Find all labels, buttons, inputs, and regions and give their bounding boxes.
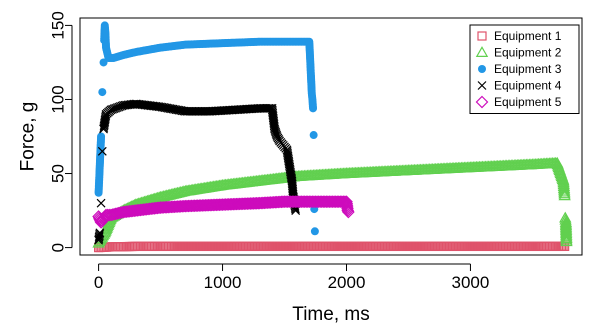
data-point bbox=[95, 228, 105, 238]
data-point bbox=[558, 189, 571, 201]
legend-label: Equipment 4 bbox=[494, 79, 562, 93]
legend-marker bbox=[475, 46, 489, 57]
data-point bbox=[271, 129, 281, 138]
y-axis-label: Force, g bbox=[18, 102, 39, 172]
plot-frame bbox=[79, 17, 583, 256]
data-point bbox=[96, 198, 106, 208]
data-point bbox=[342, 205, 355, 219]
data-points bbox=[92, 21, 573, 253]
data-point bbox=[111, 103, 121, 113]
y-tick-label: 50 bbox=[49, 164, 68, 183]
data-point bbox=[310, 227, 319, 236]
data-point bbox=[557, 183, 571, 195]
y-tick-label: 100 bbox=[49, 85, 68, 113]
series-1 bbox=[93, 241, 570, 253]
x-axis-label: Time, ms bbox=[292, 304, 369, 325]
legend-item: Equipment 1 bbox=[477, 29, 562, 43]
data-point bbox=[108, 104, 117, 114]
legend-item: Equipment 4 bbox=[477, 79, 562, 93]
data-point bbox=[106, 105, 116, 115]
legend-label: Equipment 1 bbox=[494, 29, 562, 43]
data-point bbox=[309, 104, 318, 113]
data-point bbox=[558, 187, 571, 199]
series-4 bbox=[94, 99, 301, 245]
data-point bbox=[560, 232, 573, 243]
legend: Equipment 1 Equipment 2 Equipment 3 Equipme… bbox=[469, 24, 580, 114]
x-tick-label: 3000 bbox=[452, 273, 490, 292]
data-point bbox=[97, 146, 107, 156]
data-point bbox=[333, 195, 347, 209]
data-point bbox=[97, 132, 106, 141]
legend-label: Equipment 2 bbox=[494, 46, 562, 60]
data-point bbox=[272, 130, 282, 140]
data-point bbox=[341, 204, 355, 217]
y-tick-label: 0 bbox=[49, 243, 68, 252]
legend-item: Equipment 3 bbox=[478, 62, 562, 76]
axes: 0 1000 2000 3000 0 50 100 150 bbox=[49, 11, 490, 292]
data-point bbox=[560, 233, 573, 245]
legend-label: Equipment 5 bbox=[494, 95, 562, 109]
data-point bbox=[340, 195, 353, 209]
series-5 bbox=[92, 195, 355, 229]
plot-border bbox=[79, 17, 583, 256]
legend-label: Equipment 3 bbox=[494, 62, 562, 76]
legend-marker bbox=[477, 81, 487, 90]
data-point bbox=[114, 102, 124, 112]
data-point bbox=[558, 185, 571, 197]
legend-item: Equipment 2 bbox=[475, 46, 562, 60]
data-point bbox=[112, 103, 122, 113]
data-point bbox=[340, 198, 354, 212]
legend-marker bbox=[477, 31, 487, 41]
data-point bbox=[560, 230, 573, 242]
x-tick-label: 2000 bbox=[328, 273, 366, 292]
data-point bbox=[560, 228, 573, 240]
x-tick-label: 0 bbox=[94, 273, 103, 292]
legend-marker bbox=[475, 95, 489, 109]
data-point bbox=[109, 104, 119, 114]
series-3 bbox=[94, 21, 319, 236]
legend-item: Equipment 5 bbox=[475, 95, 562, 109]
legend-marker bbox=[478, 65, 486, 73]
legend-box bbox=[469, 24, 580, 114]
data-point bbox=[340, 200, 354, 214]
data-point bbox=[94, 231, 104, 241]
data-point bbox=[95, 229, 105, 239]
x-tick-label: 1000 bbox=[204, 273, 242, 292]
data-point bbox=[560, 235, 573, 247]
data-point bbox=[341, 202, 354, 216]
data-point bbox=[98, 88, 107, 97]
data-point bbox=[309, 131, 318, 140]
y-tick-label: 150 bbox=[49, 11, 68, 39]
